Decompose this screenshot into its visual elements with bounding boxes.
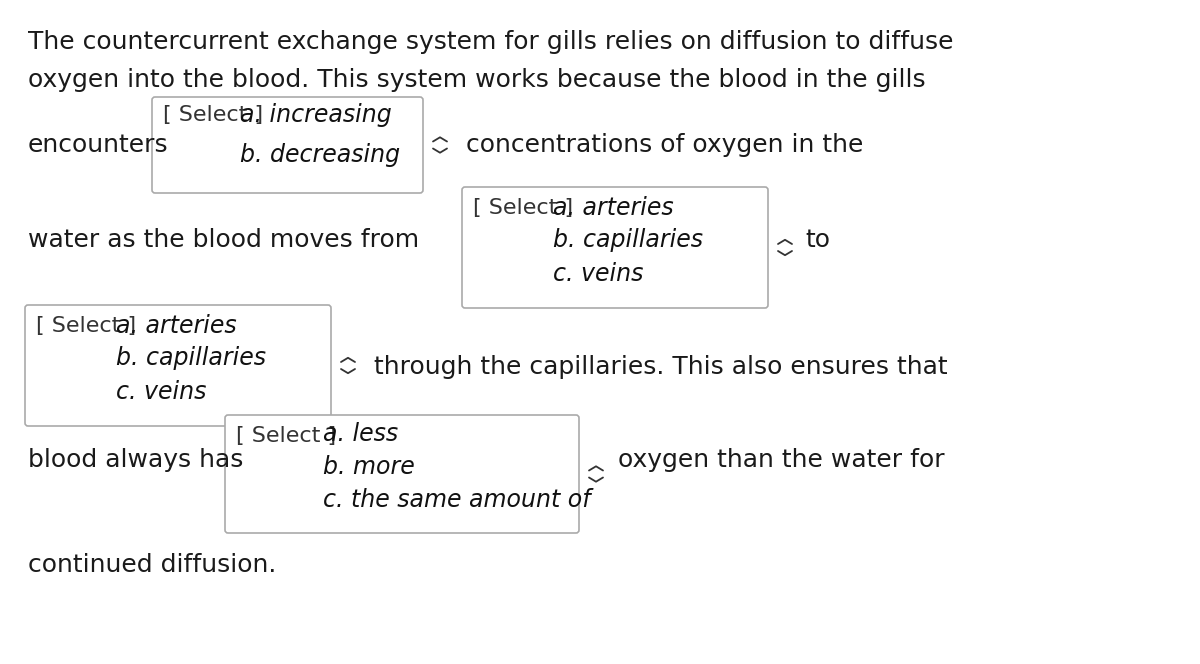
- Text: [ Select ]: [ Select ]: [236, 426, 336, 446]
- Text: through the capillaries. This also ensures that: through the capillaries. This also ensur…: [374, 355, 948, 379]
- Text: a. increasing: a. increasing: [240, 103, 391, 127]
- Text: concentrations of oxygen in the: concentrations of oxygen in the: [466, 133, 863, 157]
- Text: c. veins: c. veins: [116, 380, 206, 404]
- Text: [ Select ]: [ Select ]: [36, 316, 136, 336]
- Text: water as the blood moves from: water as the blood moves from: [28, 228, 419, 252]
- FancyBboxPatch shape: [152, 97, 424, 193]
- Text: [ Select ]: [ Select ]: [473, 198, 574, 218]
- Text: oxygen than the water for: oxygen than the water for: [618, 448, 944, 472]
- Text: continued diffusion.: continued diffusion.: [28, 553, 276, 577]
- Text: b. more: b. more: [323, 455, 415, 479]
- FancyBboxPatch shape: [226, 415, 580, 533]
- Text: [ Select ]: [ Select ]: [163, 105, 263, 125]
- Text: b. capillaries: b. capillaries: [116, 346, 266, 370]
- Text: b. capillaries: b. capillaries: [553, 228, 703, 252]
- Text: oxygen into the blood. This system works because the blood in the gills: oxygen into the blood. This system works…: [28, 68, 925, 92]
- FancyBboxPatch shape: [25, 305, 331, 426]
- Text: a. arteries: a. arteries: [116, 314, 236, 338]
- Text: a. arteries: a. arteries: [553, 196, 673, 220]
- Text: The countercurrent exchange system for gills relies on diffusion to diffuse: The countercurrent exchange system for g…: [28, 30, 954, 54]
- Text: a. less: a. less: [323, 422, 398, 446]
- Text: to: to: [805, 228, 830, 252]
- Text: c. the same amount of: c. the same amount of: [323, 488, 590, 512]
- FancyBboxPatch shape: [462, 187, 768, 308]
- Text: encounters: encounters: [28, 133, 169, 157]
- Text: blood always has: blood always has: [28, 448, 244, 472]
- Text: c. veins: c. veins: [553, 262, 643, 286]
- Text: b. decreasing: b. decreasing: [240, 143, 400, 167]
